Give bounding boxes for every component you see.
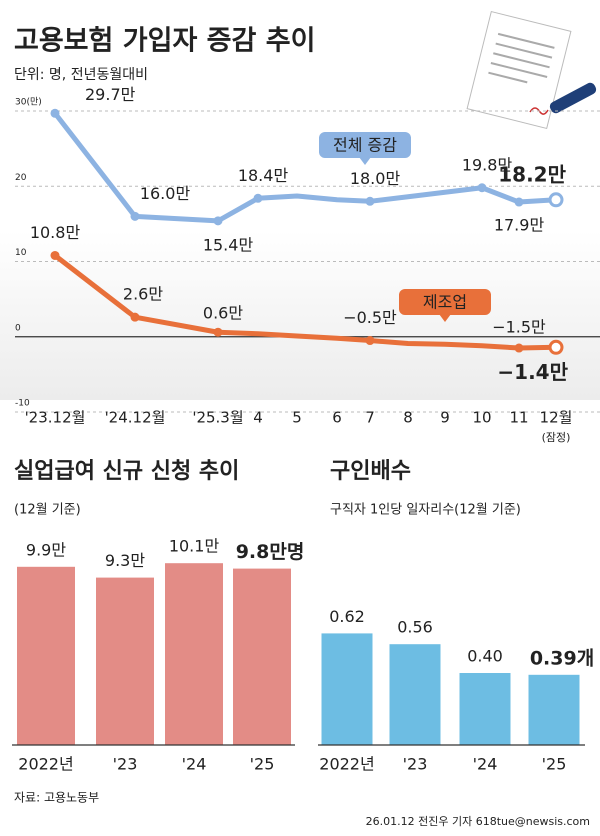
point [213, 327, 223, 337]
series-tag-pointer [359, 157, 371, 165]
x-tick-label: 5 [292, 409, 302, 427]
source: 자료: 고용노동부 [14, 791, 99, 805]
data-label: 0.6만 [203, 304, 243, 323]
bar [96, 577, 154, 745]
point [548, 339, 564, 355]
data-label: −1.4만 [497, 360, 568, 384]
point [130, 312, 140, 322]
x-tick-label: '25 [250, 755, 275, 774]
data-label: −1.5만 [492, 318, 546, 337]
bar [17, 566, 75, 745]
data-label: 19.8만 [462, 155, 513, 174]
x-tick-label: 7 [365, 409, 375, 427]
x-tick-label: 12월 [540, 409, 573, 427]
y-tick-label: 0 [15, 323, 21, 333]
point [213, 216, 223, 226]
series-line [52, 252, 559, 351]
data-label: 10.8만 [30, 223, 81, 242]
data-label: 18.0만 [350, 169, 401, 188]
annotation: (잠정) [542, 431, 571, 444]
x-tick-label: 6 [332, 409, 342, 427]
x-tick-label: 10 [472, 409, 491, 427]
data-label: −0.5만 [343, 308, 397, 327]
data-label: 0.40 [467, 647, 503, 666]
data-label: 29.7만 [85, 85, 136, 104]
chart-title: 구인배수 [330, 459, 411, 484]
data-label: 0.62 [329, 607, 365, 626]
x-tick-label: '23.12월 [25, 409, 86, 427]
y-tick-label: 10 [15, 248, 27, 258]
data-label: 0.39개 [530, 647, 594, 669]
x-tick-label: '24.12월 [105, 409, 166, 427]
chart-title: 고용보험 가입자 증감 추이 [14, 26, 315, 57]
data-label: 17.9만 [494, 216, 545, 235]
bar [528, 674, 580, 745]
bar [389, 644, 441, 745]
point [514, 343, 524, 353]
x-tick-label: '23 [403, 755, 428, 774]
data-label: 10.1만 [169, 537, 220, 556]
x-tick-label: '25.3월 [192, 409, 243, 427]
data-label: 2.6만 [123, 285, 163, 304]
series-line [52, 110, 559, 224]
data-label: 9.8만명 [236, 541, 305, 563]
point [477, 183, 487, 193]
data-label: 18.2만 [498, 162, 566, 186]
point [50, 250, 60, 260]
data-label: 0.56 [397, 618, 433, 637]
x-tick-label: 8 [403, 409, 413, 427]
data-label: 16.0만 [140, 184, 191, 203]
data-label: 9.9만 [26, 540, 66, 559]
series-tag [319, 132, 411, 158]
x-tick-label: '25 [542, 755, 567, 774]
document-icon [466, 10, 597, 130]
credit: 26.01.12 전진우 기자 618tue@newsis.com [366, 815, 590, 828]
x-tick-label: '24 [473, 755, 498, 774]
data-label: 9.3만 [105, 551, 145, 570]
point [548, 192, 564, 208]
bar [459, 673, 511, 745]
y-tick-label: 30(만) [15, 97, 42, 108]
data-label: 18.4만 [238, 166, 289, 185]
series-tag-pointer [439, 314, 451, 322]
x-tick-label: 9 [440, 409, 450, 427]
series-tag [399, 289, 491, 315]
x-tick-label: '24 [182, 755, 207, 774]
chart-subtitle: 단위: 명, 전년동월대비 [14, 67, 148, 83]
chart-title: 실업급여 신규 신청 추이 [14, 459, 239, 484]
bar [233, 568, 291, 745]
x-tick-label: 2022년 [18, 755, 73, 774]
point [365, 336, 375, 346]
x-tick-label: '23 [113, 755, 138, 774]
bar [165, 563, 223, 745]
x-tick-label: 2022년 [319, 755, 374, 774]
point [365, 196, 375, 206]
x-tick-label: 4 [253, 409, 263, 427]
point [130, 211, 140, 221]
y-tick-label: 20 [15, 173, 27, 183]
data-label: 15.4만 [203, 235, 254, 254]
x-tick-label: 11 [509, 409, 528, 427]
y-tick-label: -10 [15, 399, 30, 409]
chart-subtitle: 구직자 1인당 일자리수(12월 기준) [330, 503, 521, 518]
point [253, 193, 263, 203]
bar [321, 633, 373, 745]
background [0, 230, 600, 400]
legend-label: 전체 증감 [333, 136, 397, 155]
point [514, 197, 524, 207]
chart-subtitle: (12월 기준) [14, 503, 81, 518]
point [50, 108, 60, 118]
legend-label: 제조업 [423, 293, 467, 312]
